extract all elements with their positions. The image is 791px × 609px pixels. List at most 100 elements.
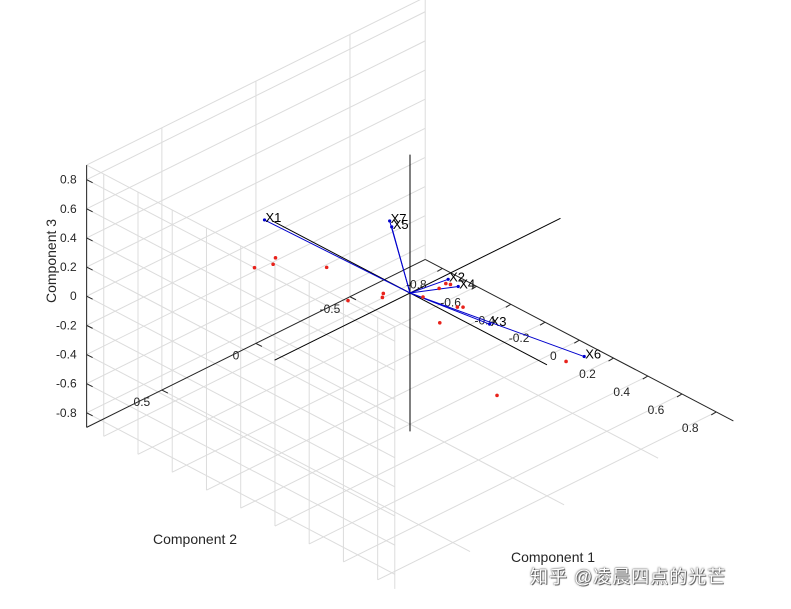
y-tick-mark [161,389,169,394]
x-tick-label: 0.4 [613,385,630,399]
score-point [564,359,568,364]
y-axis-label: Component 2 [153,531,237,547]
x-tick-mark [574,339,580,344]
vector-label-x1: X1 [266,210,282,225]
y-tick-label: 0 [233,348,240,362]
x-tick-mark [676,393,683,398]
z-tick-label: -0.8 [56,406,77,420]
grid-line [86,98,426,268]
grid-line [86,383,396,546]
score-point [380,295,385,300]
grid-line [86,40,426,210]
vector-label-x5: X5 [393,217,409,232]
origin-axis-2 [274,217,561,361]
score-points [252,256,568,398]
grid-line [161,389,471,552]
vector-line-x1 [264,219,411,294]
origin-axes [272,154,561,432]
vector-tip-x7 [388,219,392,223]
x-tick-mark [437,267,443,272]
vector-line-x6 [409,292,585,358]
vector-tip-x2 [446,277,450,281]
score-point [273,256,278,260]
score-point [252,265,257,270]
vector-tip-x4 [456,284,460,289]
z-tick-mark [86,324,93,329]
grid-line [86,179,396,342]
score-point [346,298,350,303]
grid-line [86,266,396,430]
grid-line [86,69,426,239]
grid-line [86,186,426,355]
x-axis-label: Component 1 [511,549,595,565]
vector-label-x2: X2 [449,269,465,284]
z-tick-label: -0.4 [56,348,77,362]
y-tick-mark [349,296,357,301]
z-tick-mark [86,412,93,417]
vector-label-x6: X6 [585,347,601,362]
grid-line [86,127,426,297]
z-tick-mark [86,266,93,271]
grid-line [86,208,396,371]
score-point [495,393,499,398]
score-point [444,281,448,286]
score-point [271,262,275,267]
tick-labels: -0.8 -0.6 -0.4 -0.2 0 0.2 0.4 0.6 0.8 0.5 0 -0.5 0.8… [56,173,699,435]
z-tick-label: 0.6 [60,202,77,216]
x-tick-label: 0 [550,349,557,363]
score-point [455,305,460,309]
score-point [324,265,329,270]
watermark: 知乎 @凌晨四点的光芒 [530,567,727,587]
grid-line [349,296,659,459]
score-point [448,282,453,287]
z-tick-mark [86,208,93,213]
score-point [437,286,441,291]
z-tick-label: 0.2 [60,260,77,274]
x-tick-mark [608,357,614,362]
x-tick-mark [710,411,717,416]
y-tick-mark [255,342,263,347]
z-axis-label: Component 3 [43,219,59,303]
x-tick-label: 0.8 [682,421,699,435]
y-tick-label: -0.5 [320,302,341,316]
grid-line [86,354,396,517]
score-point [421,295,425,299]
variable-vectors: X1 X2 X3 X4 X5 X6 X7 [262,210,601,362]
score-point [381,291,386,296]
z-tick-mark [86,383,93,388]
vector-line-x7 [389,220,411,294]
z-tick-mark [86,237,93,242]
grid-line [86,295,396,459]
grid-line [86,412,396,575]
grid-edge [86,0,421,166]
grid-line [86,156,426,326]
x-tick-mark [471,285,477,290]
vector-label-x4: X4 [459,277,475,292]
x-tick-mark [539,321,546,326]
z-tick-label: 0.8 [60,173,77,187]
x-tick-mark [642,375,649,380]
score-point [437,320,442,325]
x-tick-label: 0.2 [579,367,596,381]
z-tick-label: -0.2 [56,318,77,332]
z-tick-label: 0.4 [60,231,77,245]
vector-label-x7: X7 [391,211,407,226]
y-tick-label: 0.5 [134,395,151,409]
vector-tip-x6 [582,354,586,359]
z-tick-label: -0.6 [56,377,77,391]
vector-label-x3: X3 [491,314,507,329]
grid-lines [86,0,717,589]
vector-line-x4 [409,286,459,294]
vector-tip-x3 [488,322,492,326]
z-tick-mark [86,354,93,358]
y-axis-line [86,258,426,428]
grid-line [86,215,426,385]
x-tick-mark [505,303,512,308]
axes-box [86,165,734,428]
grid-line [86,324,396,488]
x-tick-label: 0.6 [648,403,665,417]
z-tick-mark [86,179,93,184]
score-point [461,305,465,309]
z-tick-label: 0 [70,289,77,303]
